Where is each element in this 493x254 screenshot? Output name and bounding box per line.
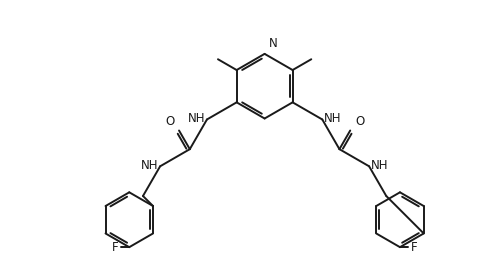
Text: NH: NH: [324, 112, 342, 125]
Text: O: O: [165, 115, 174, 128]
Text: NH: NH: [371, 159, 388, 172]
Text: O: O: [355, 115, 364, 128]
Text: NH: NH: [187, 112, 205, 125]
Text: F: F: [411, 241, 418, 254]
Text: N: N: [269, 37, 277, 50]
Text: NH: NH: [141, 159, 158, 172]
Text: F: F: [112, 241, 118, 254]
